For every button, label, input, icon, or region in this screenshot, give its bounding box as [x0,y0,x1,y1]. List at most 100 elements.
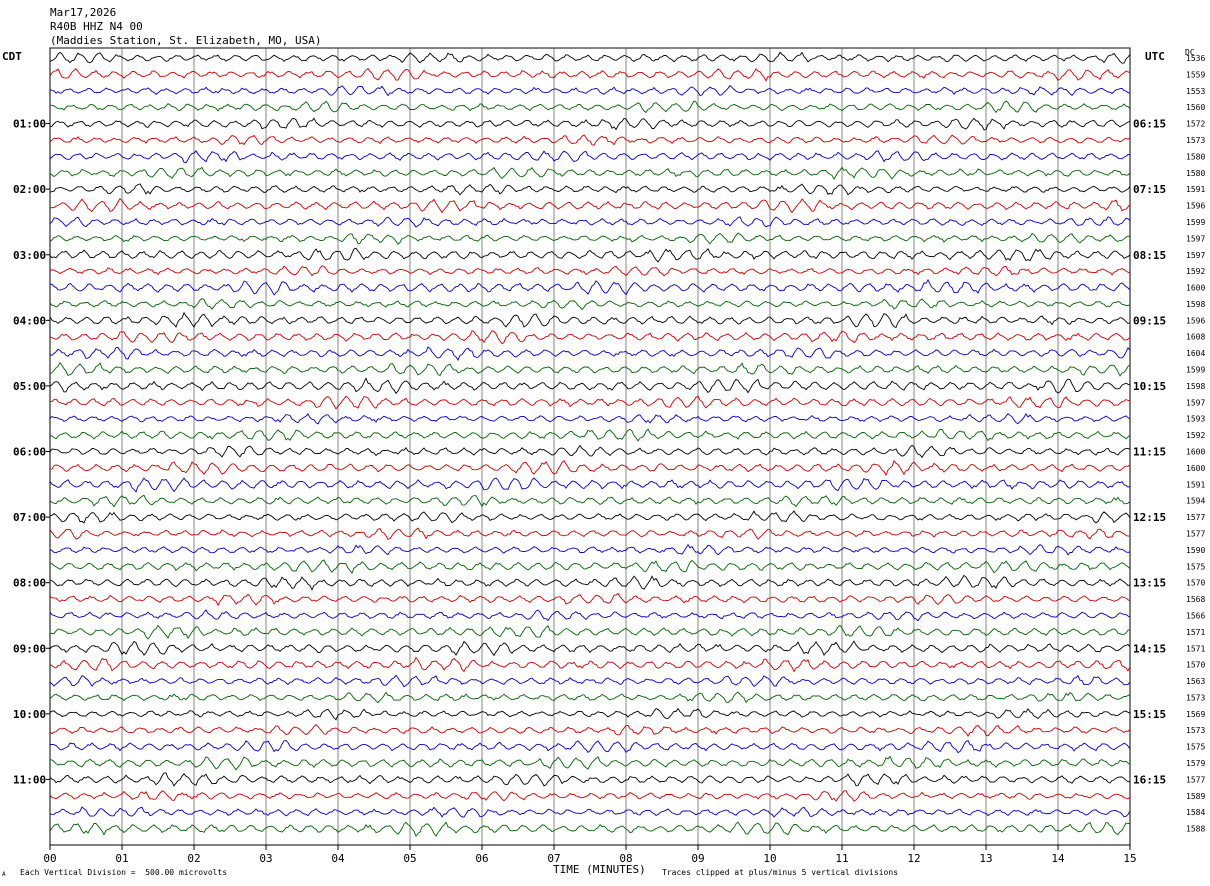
scale-note: Each Vertical Division = 500.00 microvol… [20,868,228,877]
utc-hour-label: 16:15 [1133,773,1166,786]
trace-row-22 [49,395,1131,410]
dc-value: 1594 [1186,497,1205,506]
utc-hour-label: 06:15 [1133,118,1166,131]
trace-row-32 [49,559,1131,575]
dc-value: 1577 [1186,775,1205,784]
trace-row-28 [49,494,1131,508]
trace-row-12 [49,232,1131,246]
cdt-label: CDT [2,50,22,63]
trace-row-33 [49,574,1131,591]
dc-value: 1597 [1186,234,1205,243]
trace-row-21 [49,377,1131,395]
dc-value: 1575 [1186,562,1205,571]
dc-value: 1573 [1186,693,1205,702]
x-axis-title: TIME (MINUTES) [553,863,646,876]
trace-row-45 [49,772,1131,787]
trace-row-46 [49,790,1131,802]
utc-hour-label: 09:15 [1133,314,1166,327]
trace-row-40 [49,691,1131,704]
dc-value: 1593 [1186,415,1205,424]
dc-value: 1597 [1186,251,1205,260]
cdt-hour-label: 07:00 [13,511,46,524]
plot-frame [49,47,1131,846]
trace-row-27 [49,477,1131,493]
cdt-hour-label: 06:00 [13,446,46,459]
dc-value: 1563 [1186,677,1205,686]
x-tick-label: 12 [907,852,920,865]
dc-value: 1600 [1186,464,1205,473]
trace-row-3 [49,84,1131,97]
trace-row-35 [49,609,1131,622]
trace-row-34 [49,592,1131,607]
trace-row-11 [49,216,1131,228]
trace-row-19 [49,346,1131,361]
dc-value: 1536 [1186,54,1205,63]
x-tick-label: 06 [475,852,488,865]
trace-row-17 [49,311,1131,329]
x-tick-label: 09 [691,852,704,865]
trace-row-5 [50,117,1131,131]
dc-value: 1589 [1186,792,1205,801]
dc-value: 1580 [1186,169,1205,178]
cdt-hour-label: 08:00 [13,577,46,590]
utc-label: UTC [1145,50,1165,63]
trace-row-20 [49,361,1131,377]
trace-row-1 [49,51,1131,64]
dc-value: 1566 [1186,611,1205,620]
trace-row-14 [50,265,1131,277]
trace-row-16 [49,297,1131,311]
cdt-hour-label: 11:00 [13,773,46,786]
dc-value: 1608 [1186,333,1205,342]
dc-value: 1591 [1186,480,1205,489]
x-tick-label: 10 [763,852,776,865]
cdt-hour-label: 01:00 [13,118,46,131]
dc-value: 1571 [1186,644,1205,653]
x-tick-label: 02 [187,852,200,865]
trace-row-24 [49,428,1131,442]
trace-row-39 [49,674,1131,688]
dc-value: 1560 [1186,103,1205,112]
dc-value: 1580 [1186,152,1205,161]
dc-label: DC [1185,48,1195,57]
dc-value: 1588 [1186,825,1205,834]
dc-value: 1559 [1186,70,1205,79]
trace-row-7 [49,150,1131,164]
dc-value: 1591 [1186,185,1205,194]
trace-row-30 [49,527,1131,540]
header-date: Mar17,2026 [50,6,117,19]
x-tick-label: 08 [619,852,632,865]
corner-mark: A [2,871,6,878]
x-tick-label: 04 [331,852,345,865]
trace-row-38 [49,656,1131,673]
trace-row-44 [49,755,1131,771]
dc-value: 1596 [1186,202,1205,211]
dc-value: 1572 [1186,120,1205,129]
cdt-hour-label: 02:00 [13,183,46,196]
cdt-hour-label: 05:00 [13,380,46,393]
clip-note: Traces clipped at plus/minus 5 vertical … [662,868,899,877]
dc-value: 1599 [1186,366,1205,375]
dc-value: 1600 [1186,448,1205,457]
x-tick-label: 15 [1123,852,1136,865]
trace-row-43 [49,740,1131,754]
trace-row-2 [49,67,1131,82]
dc-value: 1569 [1186,710,1205,719]
trace-row-41 [49,707,1131,721]
dc-value: 1599 [1186,218,1205,227]
trace-row-18 [49,330,1131,345]
dc-value: 1596 [1186,316,1205,325]
utc-hour-label: 13:15 [1133,577,1166,590]
utc-hour-label: 10:15 [1133,380,1166,393]
dc-value: 1584 [1186,808,1205,817]
utc-hour-label: 14:15 [1133,642,1166,655]
trace-row-15 [49,278,1131,296]
x-tick-label: 00 [43,852,56,865]
trace-row-10 [49,197,1131,214]
trace-row-36 [49,624,1131,640]
utc-hour-label: 08:15 [1133,249,1166,262]
trace-row-9 [49,183,1131,196]
x-tick-label: 05 [403,852,416,865]
header-station: (Maddies Station, St. Elizabeth, MO, USA… [50,34,322,47]
trace-row-37 [49,640,1131,657]
trace-row-48 [49,821,1131,838]
